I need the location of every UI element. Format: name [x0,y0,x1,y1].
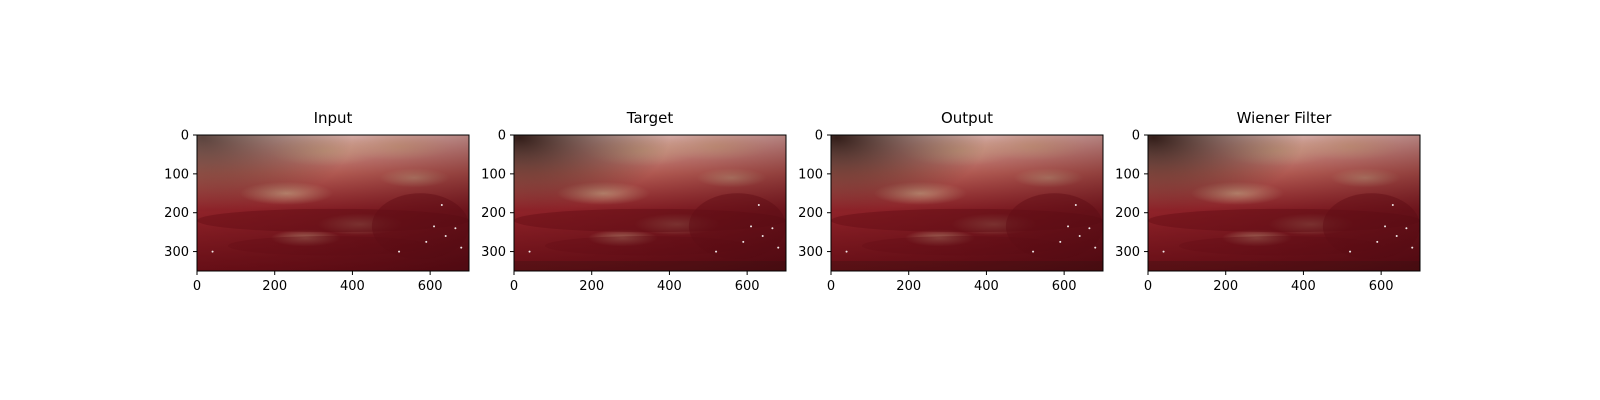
axes-frame [196,134,470,272]
x-tick-label: 0 [193,279,201,294]
x-tick-label: 600 [1052,279,1077,294]
y-tick-label: 0 [815,129,823,144]
y-tick-label: 100 [798,167,823,182]
panel-wiener: Wiener Filter 0 100 200 300 0 200 400 600 [1115,109,1421,294]
x-tick-label: 200 [896,279,921,294]
x-tick-label: 400 [1291,279,1316,294]
x-tick-label: 600 [418,279,443,294]
axes-frame [1147,134,1421,272]
surgical-image [831,135,1103,271]
x-tick-label: 0 [827,279,835,294]
x-tick-label: 0 [510,279,518,294]
panel-title: Target [626,109,674,127]
panel-title: Input [314,109,353,127]
y-tick-label: 100 [481,167,506,182]
panel-output: Output 0 100 200 300 0 200 400 600 [798,109,1104,294]
x-tick-label: 400 [340,279,365,294]
x-tick-label: 600 [735,279,760,294]
x-tick-label: 0 [1144,279,1152,294]
axes-frame [513,134,787,272]
x-tick-label: 200 [1213,279,1238,294]
panel-input: Input 0 100 200 300 0 200 400 600 [164,109,470,294]
x-tick-label: 200 [579,279,604,294]
panel-title: Wiener Filter [1237,109,1333,127]
surgical-image [514,135,786,271]
y-tick-label: 300 [481,245,506,260]
panel-target: Target 0 100 200 300 0 200 400 600 [481,109,787,294]
y-tick-label: 300 [798,245,823,260]
x-tick-label: 600 [1369,279,1394,294]
x-tick-label: 400 [974,279,999,294]
y-tick-label: 100 [1115,167,1140,182]
y-tick-label: 200 [481,206,506,221]
y-tick-label: 100 [164,167,189,182]
y-tick-label: 300 [164,245,189,260]
surgical-image [1148,135,1420,271]
axes-frame [830,134,1104,272]
panel-title: Output [941,109,993,127]
x-tick-label: 400 [657,279,682,294]
y-tick-label: 0 [1132,129,1140,144]
y-tick-label: 0 [498,129,506,144]
y-tick-label: 0 [181,129,189,144]
y-tick-label: 300 [1115,245,1140,260]
x-tick-label: 200 [262,279,287,294]
y-tick-label: 200 [798,206,823,221]
surgical-image [197,135,469,271]
y-tick-label: 200 [164,206,189,221]
y-tick-label: 200 [1115,206,1140,221]
